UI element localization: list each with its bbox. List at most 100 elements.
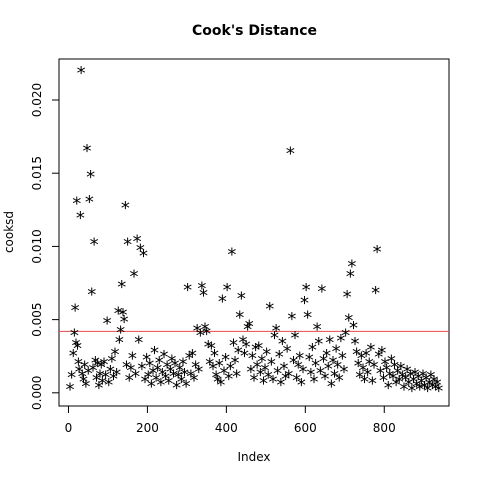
data-point: * bbox=[284, 366, 293, 387]
data-point: * bbox=[388, 369, 397, 390]
data-point: * bbox=[121, 198, 130, 219]
data-point: * bbox=[117, 277, 126, 298]
data-point: * bbox=[338, 349, 347, 370]
data-point: * bbox=[174, 368, 183, 389]
data-point: * bbox=[152, 371, 161, 392]
data-point: * bbox=[300, 293, 309, 314]
data-point: * bbox=[401, 371, 410, 392]
data-point: * bbox=[385, 366, 394, 387]
data-point: * bbox=[237, 289, 246, 310]
data-point: * bbox=[420, 378, 429, 399]
data-point: * bbox=[83, 141, 92, 162]
data-point: * bbox=[256, 365, 265, 386]
data-point: * bbox=[268, 372, 277, 393]
data-point: * bbox=[224, 369, 233, 390]
data-point: * bbox=[351, 334, 360, 355]
data-point: * bbox=[171, 356, 180, 377]
data-point: * bbox=[97, 357, 106, 378]
data-point: * bbox=[283, 341, 292, 362]
data-point: * bbox=[316, 363, 325, 384]
data-point: * bbox=[160, 347, 169, 368]
data-point: * bbox=[229, 336, 238, 357]
data-point: * bbox=[340, 362, 349, 383]
data-point: * bbox=[167, 352, 176, 373]
data-point: * bbox=[415, 379, 424, 400]
data-point: * bbox=[330, 366, 339, 387]
data-point: * bbox=[216, 375, 225, 396]
data-point: * bbox=[349, 318, 358, 339]
data-point: * bbox=[400, 379, 409, 400]
data-point: * bbox=[204, 337, 213, 358]
data-point: * bbox=[387, 352, 396, 373]
data-point: * bbox=[362, 346, 371, 367]
data-point: * bbox=[202, 324, 211, 345]
data-point: * bbox=[114, 303, 123, 324]
data-point: * bbox=[116, 322, 125, 343]
data-point: * bbox=[377, 343, 386, 364]
data-point: * bbox=[264, 368, 273, 389]
data-point: * bbox=[180, 365, 189, 386]
data-point: * bbox=[422, 371, 431, 392]
data-point: * bbox=[185, 349, 194, 370]
data-point: * bbox=[246, 362, 255, 383]
data-point: * bbox=[267, 355, 276, 376]
data-point: * bbox=[311, 356, 320, 377]
data-point: * bbox=[71, 300, 80, 321]
data-point: * bbox=[257, 352, 266, 373]
data-point: * bbox=[141, 372, 150, 393]
data-point: * bbox=[150, 343, 159, 364]
data-point: * bbox=[80, 357, 89, 378]
data-point: * bbox=[74, 355, 83, 376]
data-point: * bbox=[73, 338, 82, 359]
data-point: * bbox=[201, 319, 210, 340]
data-point: * bbox=[278, 334, 287, 355]
data-point: * bbox=[254, 338, 263, 359]
data-point: * bbox=[84, 363, 93, 384]
data-point: * bbox=[177, 372, 186, 393]
data-point: * bbox=[332, 341, 341, 362]
data-point: * bbox=[88, 360, 97, 381]
data-point: * bbox=[78, 366, 87, 387]
data-point: * bbox=[199, 286, 208, 307]
data-point: * bbox=[360, 372, 369, 393]
y-tick-label: 0.000 bbox=[30, 376, 44, 410]
x-tick-label: 400 bbox=[215, 421, 238, 435]
data-point: * bbox=[103, 314, 112, 335]
data-point: * bbox=[317, 281, 326, 302]
data-point: * bbox=[313, 319, 322, 340]
data-point: * bbox=[210, 346, 219, 367]
data-point: * bbox=[411, 365, 420, 386]
data-point: * bbox=[280, 359, 289, 380]
data-point: * bbox=[306, 365, 315, 386]
data-point: * bbox=[393, 363, 402, 384]
data-point: * bbox=[371, 283, 380, 304]
data-point: * bbox=[191, 357, 200, 378]
data-point: * bbox=[303, 308, 312, 329]
data-point: * bbox=[294, 357, 303, 378]
data-point: * bbox=[308, 340, 317, 361]
data-point: * bbox=[272, 321, 281, 342]
x-tick-label: 600 bbox=[294, 421, 317, 435]
data-point: * bbox=[107, 352, 116, 373]
data-point: * bbox=[130, 267, 139, 288]
data-point: * bbox=[126, 360, 135, 381]
data-point: * bbox=[145, 356, 154, 377]
x-tick-label: 0 bbox=[65, 421, 73, 435]
data-point: * bbox=[196, 325, 205, 346]
data-point: * bbox=[275, 347, 284, 368]
data-point: * bbox=[297, 375, 306, 396]
data-point: * bbox=[407, 381, 416, 402]
data-point: * bbox=[69, 346, 78, 367]
data-point: * bbox=[215, 356, 224, 377]
data-point: * bbox=[205, 355, 214, 376]
data-point: * bbox=[425, 375, 434, 396]
data-point: * bbox=[428, 378, 437, 399]
data-point: * bbox=[96, 366, 105, 387]
data-point: * bbox=[381, 355, 390, 376]
data-point: * bbox=[208, 359, 217, 380]
data-point: * bbox=[403, 362, 412, 383]
data-point: * bbox=[118, 305, 127, 326]
data-point: * bbox=[374, 347, 383, 368]
